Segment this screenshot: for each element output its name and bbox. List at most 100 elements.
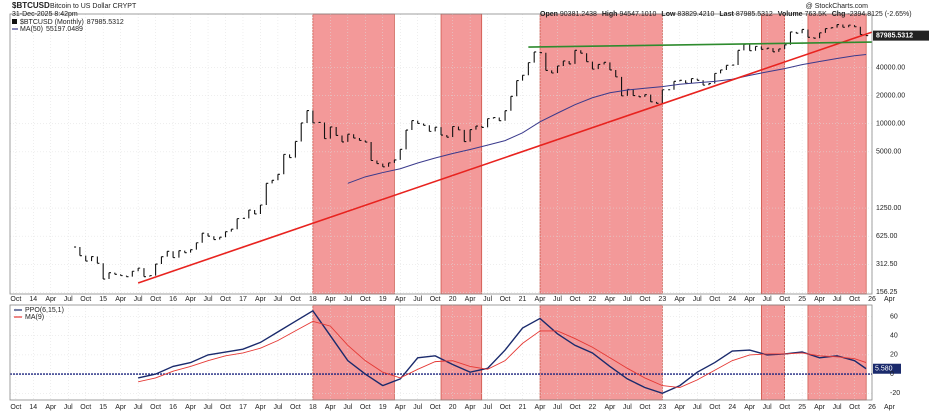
- x-tick-label-bottom: Jul: [343, 404, 352, 411]
- shaded-range: [312, 13, 395, 295]
- x-tick-label-bottom: Oct: [500, 404, 511, 411]
- price-bar: [807, 29, 810, 38]
- x-tick-label-bottom: Jul: [623, 404, 632, 411]
- x-tick-label: 23: [658, 296, 666, 303]
- price-bar: [632, 89, 636, 97]
- price-bar: [574, 49, 577, 64]
- x-tick-label-bottom: Apr: [45, 404, 57, 411]
- y-tick-label: 625.00: [876, 233, 898, 240]
- y-tick-label: 5000.00: [876, 149, 901, 156]
- x-tick-label: 19: [379, 296, 387, 303]
- legend-ma: MA(50) 55197.0489: [20, 26, 83, 33]
- price-bar: [219, 236, 222, 240]
- price-bar: [236, 218, 240, 230]
- x-tick-label: Jul: [693, 296, 702, 303]
- price-bar: [108, 272, 112, 280]
- x-tick-label-bottom: Oct: [709, 404, 720, 411]
- x-tick-label-bottom: Oct: [570, 404, 581, 411]
- price-bar: [411, 120, 414, 131]
- header-value: -2394.8125 (-2.65%): [847, 11, 911, 18]
- y-tick-label: 1250.00: [876, 205, 901, 212]
- price-bar: [347, 133, 350, 142]
- x-tick-label-bottom: Oct: [290, 404, 301, 411]
- price-bar: [463, 129, 467, 143]
- x-tick-label: Apr: [255, 296, 267, 303]
- price-bar: [545, 52, 548, 71]
- x-tick-label: Apr: [814, 296, 826, 303]
- trendline: [137, 31, 873, 284]
- ppo-legend-label: PPO(6,15,1): [25, 307, 64, 314]
- x-tick-label: Oct: [10, 296, 21, 303]
- header-key: High: [602, 11, 618, 18]
- price-bar: [737, 49, 741, 66]
- price-bar: [114, 272, 117, 275]
- price-bar: [859, 26, 863, 36]
- price-bar: [504, 110, 508, 121]
- header-value: 94547.1010: [619, 11, 656, 18]
- last-price-box: [873, 30, 929, 41]
- price-bar: [638, 95, 642, 98]
- price-bar: [248, 209, 251, 219]
- x-tick-label: Apr: [465, 296, 477, 303]
- price-bar: [778, 48, 781, 52]
- header-key: Last: [719, 11, 734, 18]
- price-bar: [475, 125, 478, 130]
- x-tick-label-bottom: Apr: [255, 404, 267, 411]
- watermark: @ StockCharts.com: [806, 3, 869, 10]
- x-tick-label-bottom: Apr: [814, 404, 826, 411]
- x-tick-label-bottom: Oct: [779, 404, 790, 411]
- price-bar: [96, 256, 100, 264]
- x-tick-label: Oct: [360, 296, 371, 303]
- price-bar: [428, 125, 432, 132]
- x-tick-label: Jul: [204, 296, 213, 303]
- price-bar: [440, 127, 443, 136]
- price-bar: [190, 249, 193, 253]
- price-bar: [312, 110, 315, 124]
- y-tick-label: 40000.00: [876, 64, 905, 71]
- price-bar: [289, 154, 292, 159]
- price-bar: [417, 120, 420, 124]
- x-tick-label-bottom: Jul: [204, 404, 213, 411]
- price-bar: [819, 32, 822, 39]
- price-bar: [615, 69, 618, 78]
- shaded-range-ppo: [440, 304, 483, 401]
- price-bar: [382, 163, 385, 168]
- y-tick-label: 10000.00: [876, 121, 905, 128]
- price-bar: [405, 129, 409, 150]
- y-tick-label: 156.25: [876, 289, 898, 296]
- price-bar: [446, 135, 449, 138]
- x-tick-label-bottom: Apr: [674, 404, 686, 411]
- header-value: 87985.5312: [736, 11, 773, 18]
- shaded-range: [440, 13, 483, 295]
- x-tick-label: Apr: [325, 296, 337, 303]
- ppo-tick-label: 40: [890, 333, 898, 340]
- price-bar: [708, 83, 711, 86]
- price-bar: [125, 275, 129, 278]
- x-tick-label-bottom: 20: [449, 404, 457, 411]
- price-bar: [824, 28, 828, 33]
- x-tick-label-bottom: Oct: [360, 404, 371, 411]
- price-bar: [353, 134, 356, 139]
- x-tick-label-bottom: 18: [309, 404, 317, 411]
- trendline: [528, 41, 873, 48]
- x-tick-label-bottom: Apr: [465, 404, 477, 411]
- price-bar: [655, 101, 659, 104]
- x-tick-label: Apr: [884, 296, 896, 303]
- price-bar: [556, 65, 560, 73]
- price-bar: [498, 117, 502, 122]
- price-bar: [586, 53, 589, 63]
- price-bar: [679, 79, 682, 82]
- price-bar: [271, 179, 275, 184]
- x-tick-label-bottom: 26: [868, 404, 876, 411]
- price-bar: [85, 255, 88, 262]
- last-price-label: 87985.5312: [876, 32, 913, 39]
- price-bar: [207, 233, 211, 237]
- x-tick-label-bottom: Jul: [413, 404, 422, 411]
- ppo-tick-label: -20: [890, 390, 900, 397]
- x-tick-label-bottom: 22: [589, 404, 597, 411]
- x-tick-label: Oct: [430, 296, 441, 303]
- price-bar: [137, 267, 141, 272]
- x-tick-label: 26: [868, 296, 876, 303]
- x-tick-label-bottom: 23: [658, 404, 666, 411]
- price-bar: [79, 247, 82, 257]
